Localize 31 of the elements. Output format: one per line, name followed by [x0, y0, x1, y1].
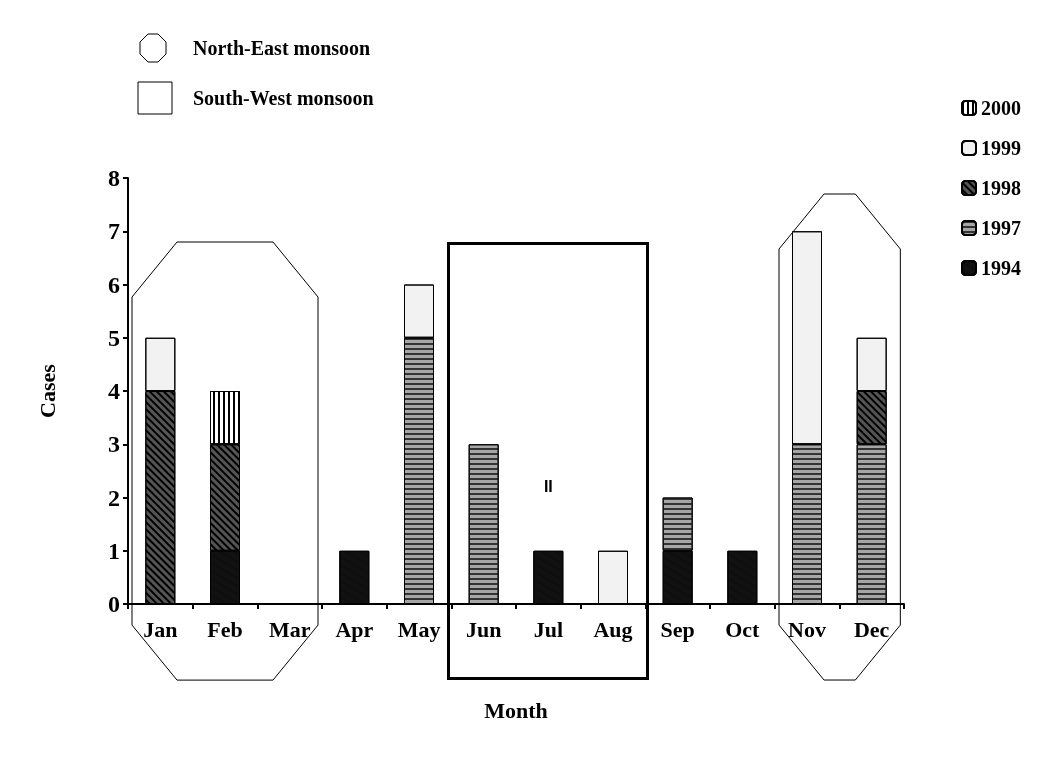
text: South-West monsoon [193, 87, 374, 109]
y-tick-label: 7 [108, 218, 120, 245]
x-tick-label: Oct [725, 616, 761, 642]
legend-label: 1997 [981, 217, 1021, 239]
x-tick-label: Nov [788, 616, 826, 642]
y-tick-label: 2 [108, 484, 120, 511]
x-tick-label: Aug [593, 616, 633, 642]
x-tick-label: Feb [207, 616, 243, 642]
y-tick-label: 8 [108, 165, 120, 191]
y-tick-label: 1 [108, 537, 120, 564]
x-axis-title: Month [484, 697, 548, 723]
legend-label: 1994 [981, 257, 1021, 279]
text: North-East monsoon [193, 37, 371, 59]
x-tick-label: Jun [465, 616, 502, 642]
y-axis-title: Cases [34, 363, 60, 418]
x-tick-label: May [397, 616, 441, 642]
x-tick-label: Jan [143, 616, 178, 642]
legend-label: 1999 [981, 137, 1021, 159]
x-tick-label: Apr [335, 616, 374, 642]
y-tick-label: 0 [108, 591, 120, 617]
y-tick-label: 4 [108, 378, 120, 404]
y-tick-label: 6 [108, 271, 120, 298]
x-tick-label: Jul [533, 616, 564, 642]
x-tick-label: Sep [660, 616, 695, 642]
x-tick-label: Dec [853, 616, 890, 642]
annotation: II [543, 478, 553, 496]
y-tick-label: 5 [108, 324, 120, 351]
x-tick-label: Mar [268, 616, 311, 642]
y-tick-label: 3 [108, 431, 120, 458]
legend-label: 1998 [981, 177, 1021, 199]
legend-label: 2000 [981, 97, 1021, 119]
